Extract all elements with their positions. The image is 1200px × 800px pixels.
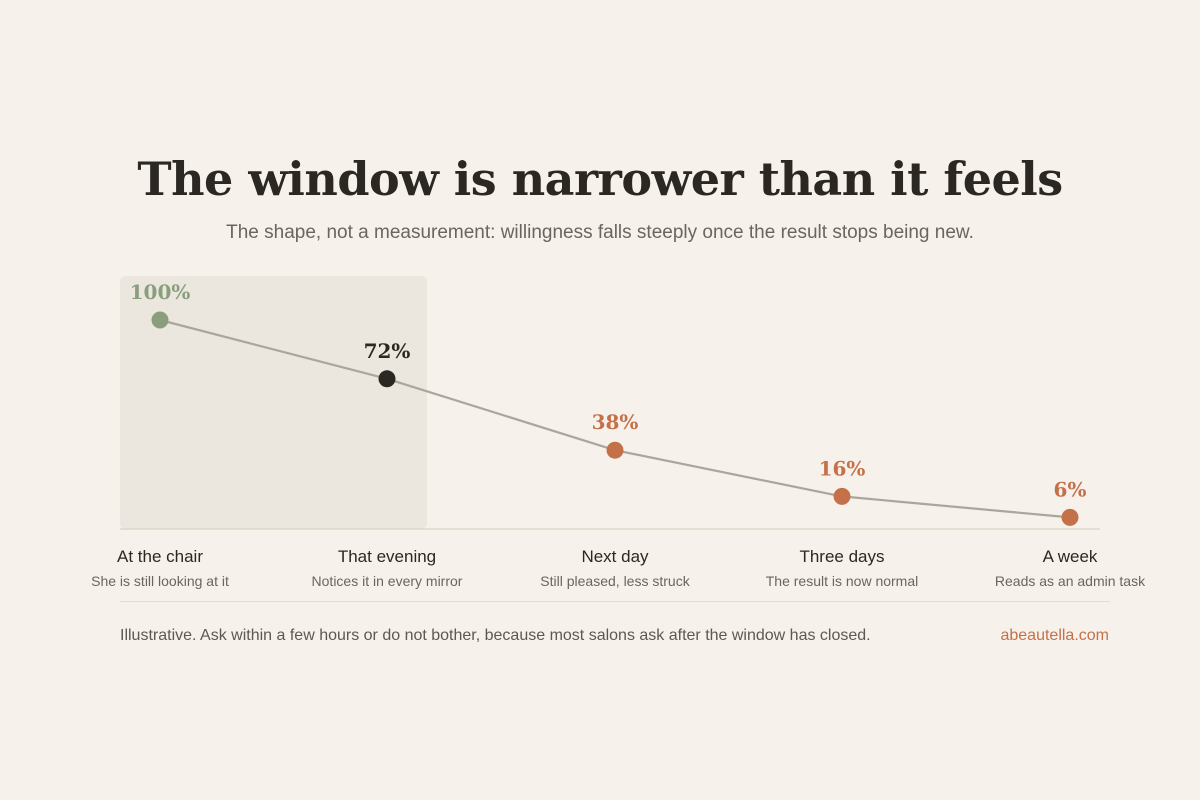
category-note: Notices it in every mirror [312, 573, 463, 589]
category-label: A week [1043, 547, 1098, 566]
category-note: Reads as an admin task [995, 573, 1146, 589]
category-label: That evening [338, 547, 436, 566]
data-label: 100% [130, 280, 191, 304]
category-label: Three days [799, 547, 884, 566]
category-note: The result is now normal [766, 573, 919, 589]
data-label: 38% [592, 410, 639, 434]
category-note: Still pleased, less struck [540, 573, 690, 589]
data-point [378, 370, 396, 388]
chart-subtitle: The shape, not a measurement: willingnes… [226, 222, 974, 243]
data-point [833, 487, 851, 505]
footnote: Illustrative. Ask within a few hours or … [120, 627, 871, 644]
data-label: 6% [1054, 477, 1087, 501]
data-point [606, 441, 624, 459]
data-point [151, 311, 169, 329]
footer-divider [120, 601, 1110, 602]
data-label: 16% [819, 456, 866, 480]
category-label: At the chair [117, 547, 203, 566]
source-credit: abeautella.com [1000, 627, 1109, 644]
data-label: 72% [364, 339, 411, 363]
data-point [1061, 508, 1079, 526]
line-chart: 100% At the chair She is still looking at … [91, 276, 1146, 589]
chart-title: The window is narrower than it feels [137, 152, 1063, 206]
highlight-band [120, 276, 427, 529]
category-label: Next day [581, 547, 649, 566]
category-note: She is still looking at it [91, 573, 229, 589]
